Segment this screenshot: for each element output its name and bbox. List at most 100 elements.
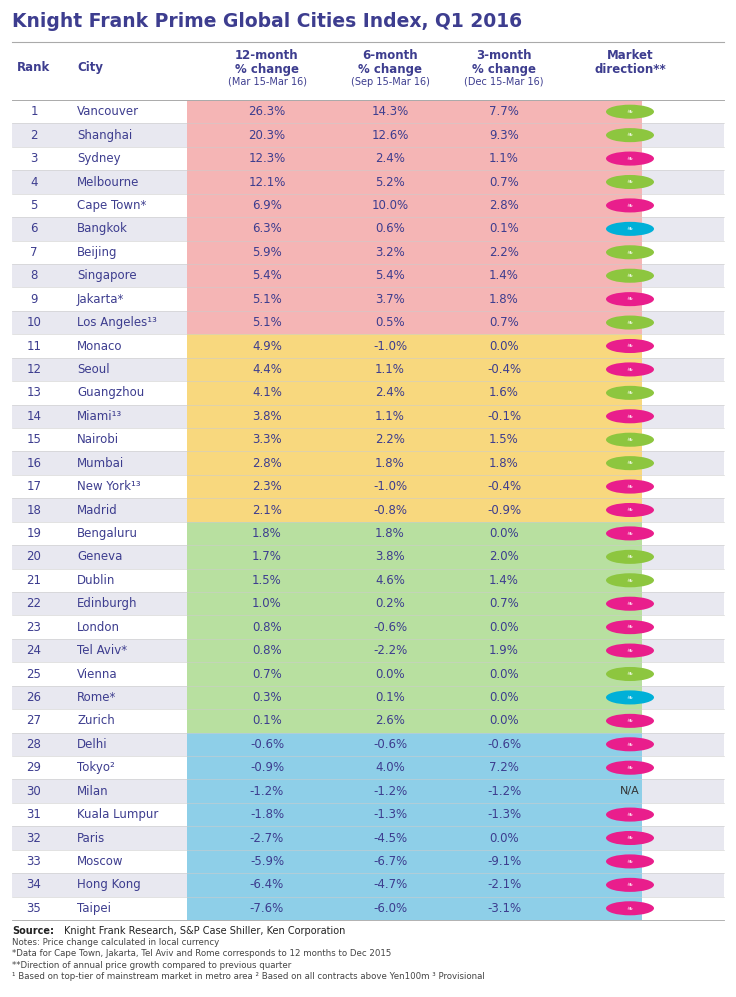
Bar — [642, 428, 724, 452]
Bar — [187, 287, 642, 311]
Text: 5.2%: 5.2% — [375, 175, 405, 188]
Bar — [12, 170, 187, 193]
Bar — [642, 733, 724, 756]
Bar — [12, 358, 187, 381]
Bar — [187, 709, 642, 733]
Bar — [187, 639, 642, 662]
Text: -1.2%: -1.2% — [373, 785, 407, 798]
Bar — [187, 147, 642, 170]
Text: 5: 5 — [30, 199, 38, 212]
Text: -1.3%: -1.3% — [487, 809, 521, 822]
Text: Bengaluru: Bengaluru — [77, 527, 138, 540]
Text: 11: 11 — [26, 340, 41, 353]
Ellipse shape — [606, 714, 654, 728]
Text: 1.7%: 1.7% — [252, 550, 282, 563]
Text: 10.0%: 10.0% — [372, 199, 408, 212]
Text: ❧: ❧ — [627, 295, 633, 304]
Bar — [187, 545, 642, 568]
Text: ❧: ❧ — [627, 318, 633, 327]
Text: Edinburgh: Edinburgh — [77, 597, 138, 610]
Text: 2.8%: 2.8% — [489, 199, 519, 212]
Text: 2.2%: 2.2% — [375, 434, 405, 447]
Text: 5.1%: 5.1% — [252, 293, 282, 306]
Text: 0.5%: 0.5% — [375, 316, 405, 329]
Text: 1: 1 — [30, 106, 38, 119]
Text: ❧: ❧ — [627, 436, 633, 445]
Text: 4.1%: 4.1% — [252, 387, 282, 400]
Text: 0.0%: 0.0% — [489, 831, 519, 844]
Text: 0.2%: 0.2% — [375, 597, 405, 610]
Text: Zurich: Zurich — [77, 715, 115, 728]
Text: Mumbai: Mumbai — [77, 457, 124, 470]
Text: 2.1%: 2.1% — [252, 503, 282, 516]
Bar — [12, 240, 187, 264]
Text: 12.3%: 12.3% — [248, 153, 286, 166]
Text: ❧: ❧ — [627, 717, 633, 726]
Text: 19: 19 — [26, 527, 41, 540]
Bar — [642, 803, 724, 827]
Text: % change: % change — [472, 63, 536, 76]
Text: 5.4%: 5.4% — [252, 269, 282, 282]
Ellipse shape — [606, 268, 654, 283]
Text: Hong Kong: Hong Kong — [77, 878, 141, 891]
Text: 9: 9 — [30, 293, 38, 306]
Ellipse shape — [606, 315, 654, 330]
Bar — [642, 358, 724, 381]
Bar — [187, 592, 642, 615]
Text: 5.9%: 5.9% — [252, 246, 282, 259]
Text: 1.1%: 1.1% — [375, 410, 405, 423]
Bar — [642, 521, 724, 545]
Text: 8: 8 — [30, 269, 38, 282]
Text: direction**: direction** — [594, 63, 666, 76]
Text: 12.6%: 12.6% — [372, 129, 408, 142]
Ellipse shape — [606, 854, 654, 868]
Ellipse shape — [606, 901, 654, 915]
Text: 30: 30 — [26, 785, 41, 798]
Text: 13: 13 — [26, 387, 41, 400]
Text: 1.8%: 1.8% — [375, 527, 405, 540]
Bar — [642, 311, 724, 334]
Bar — [642, 334, 724, 358]
Text: -1.3%: -1.3% — [373, 809, 407, 822]
Text: 21: 21 — [26, 574, 41, 587]
Text: Dublin: Dublin — [77, 574, 116, 587]
Text: 18: 18 — [26, 503, 41, 516]
Text: 1.4%: 1.4% — [489, 574, 519, 587]
Text: City: City — [77, 61, 103, 74]
Bar — [187, 849, 642, 873]
Text: ❧: ❧ — [627, 740, 633, 749]
Bar — [187, 405, 642, 428]
Text: 6.9%: 6.9% — [252, 199, 282, 212]
Text: 4.0%: 4.0% — [375, 762, 405, 775]
Text: 0.7%: 0.7% — [489, 316, 519, 329]
Text: Knight Frank Prime Global Cities Index, Q1 2016: Knight Frank Prime Global Cities Index, … — [12, 12, 522, 31]
Text: ❧: ❧ — [627, 576, 633, 585]
Text: Rank: Rank — [18, 61, 51, 74]
Bar — [187, 217, 642, 240]
Bar — [642, 264, 724, 287]
Text: Taipei: Taipei — [77, 901, 111, 915]
Text: ❧: ❧ — [627, 248, 633, 257]
Ellipse shape — [606, 386, 654, 400]
Bar — [642, 896, 724, 920]
Text: ❧: ❧ — [627, 131, 633, 140]
Text: ❧: ❧ — [627, 811, 633, 820]
Text: 20: 20 — [26, 550, 41, 563]
Text: % change: % change — [235, 63, 299, 76]
Text: Cape Town*: Cape Town* — [77, 199, 146, 212]
Bar — [642, 475, 724, 498]
Text: Delhi: Delhi — [77, 738, 107, 751]
Text: *Data for Cape Town, Jakarta, Tel Aviv and Rome corresponds to 12 months to Dec : *Data for Cape Town, Jakarta, Tel Aviv a… — [12, 949, 392, 958]
Text: 2.4%: 2.4% — [375, 153, 405, 166]
Bar — [642, 452, 724, 475]
Bar — [187, 873, 642, 896]
Text: 7: 7 — [30, 246, 38, 259]
Bar — [642, 780, 724, 803]
Bar — [642, 193, 724, 217]
Text: 0.1%: 0.1% — [489, 222, 519, 235]
Text: 10: 10 — [26, 316, 41, 329]
Bar — [12, 217, 187, 240]
Text: -4.7%: -4.7% — [373, 878, 407, 891]
Text: (Dec 15-Mar 16): (Dec 15-Mar 16) — [464, 77, 544, 87]
Text: Shanghai: Shanghai — [77, 129, 132, 142]
